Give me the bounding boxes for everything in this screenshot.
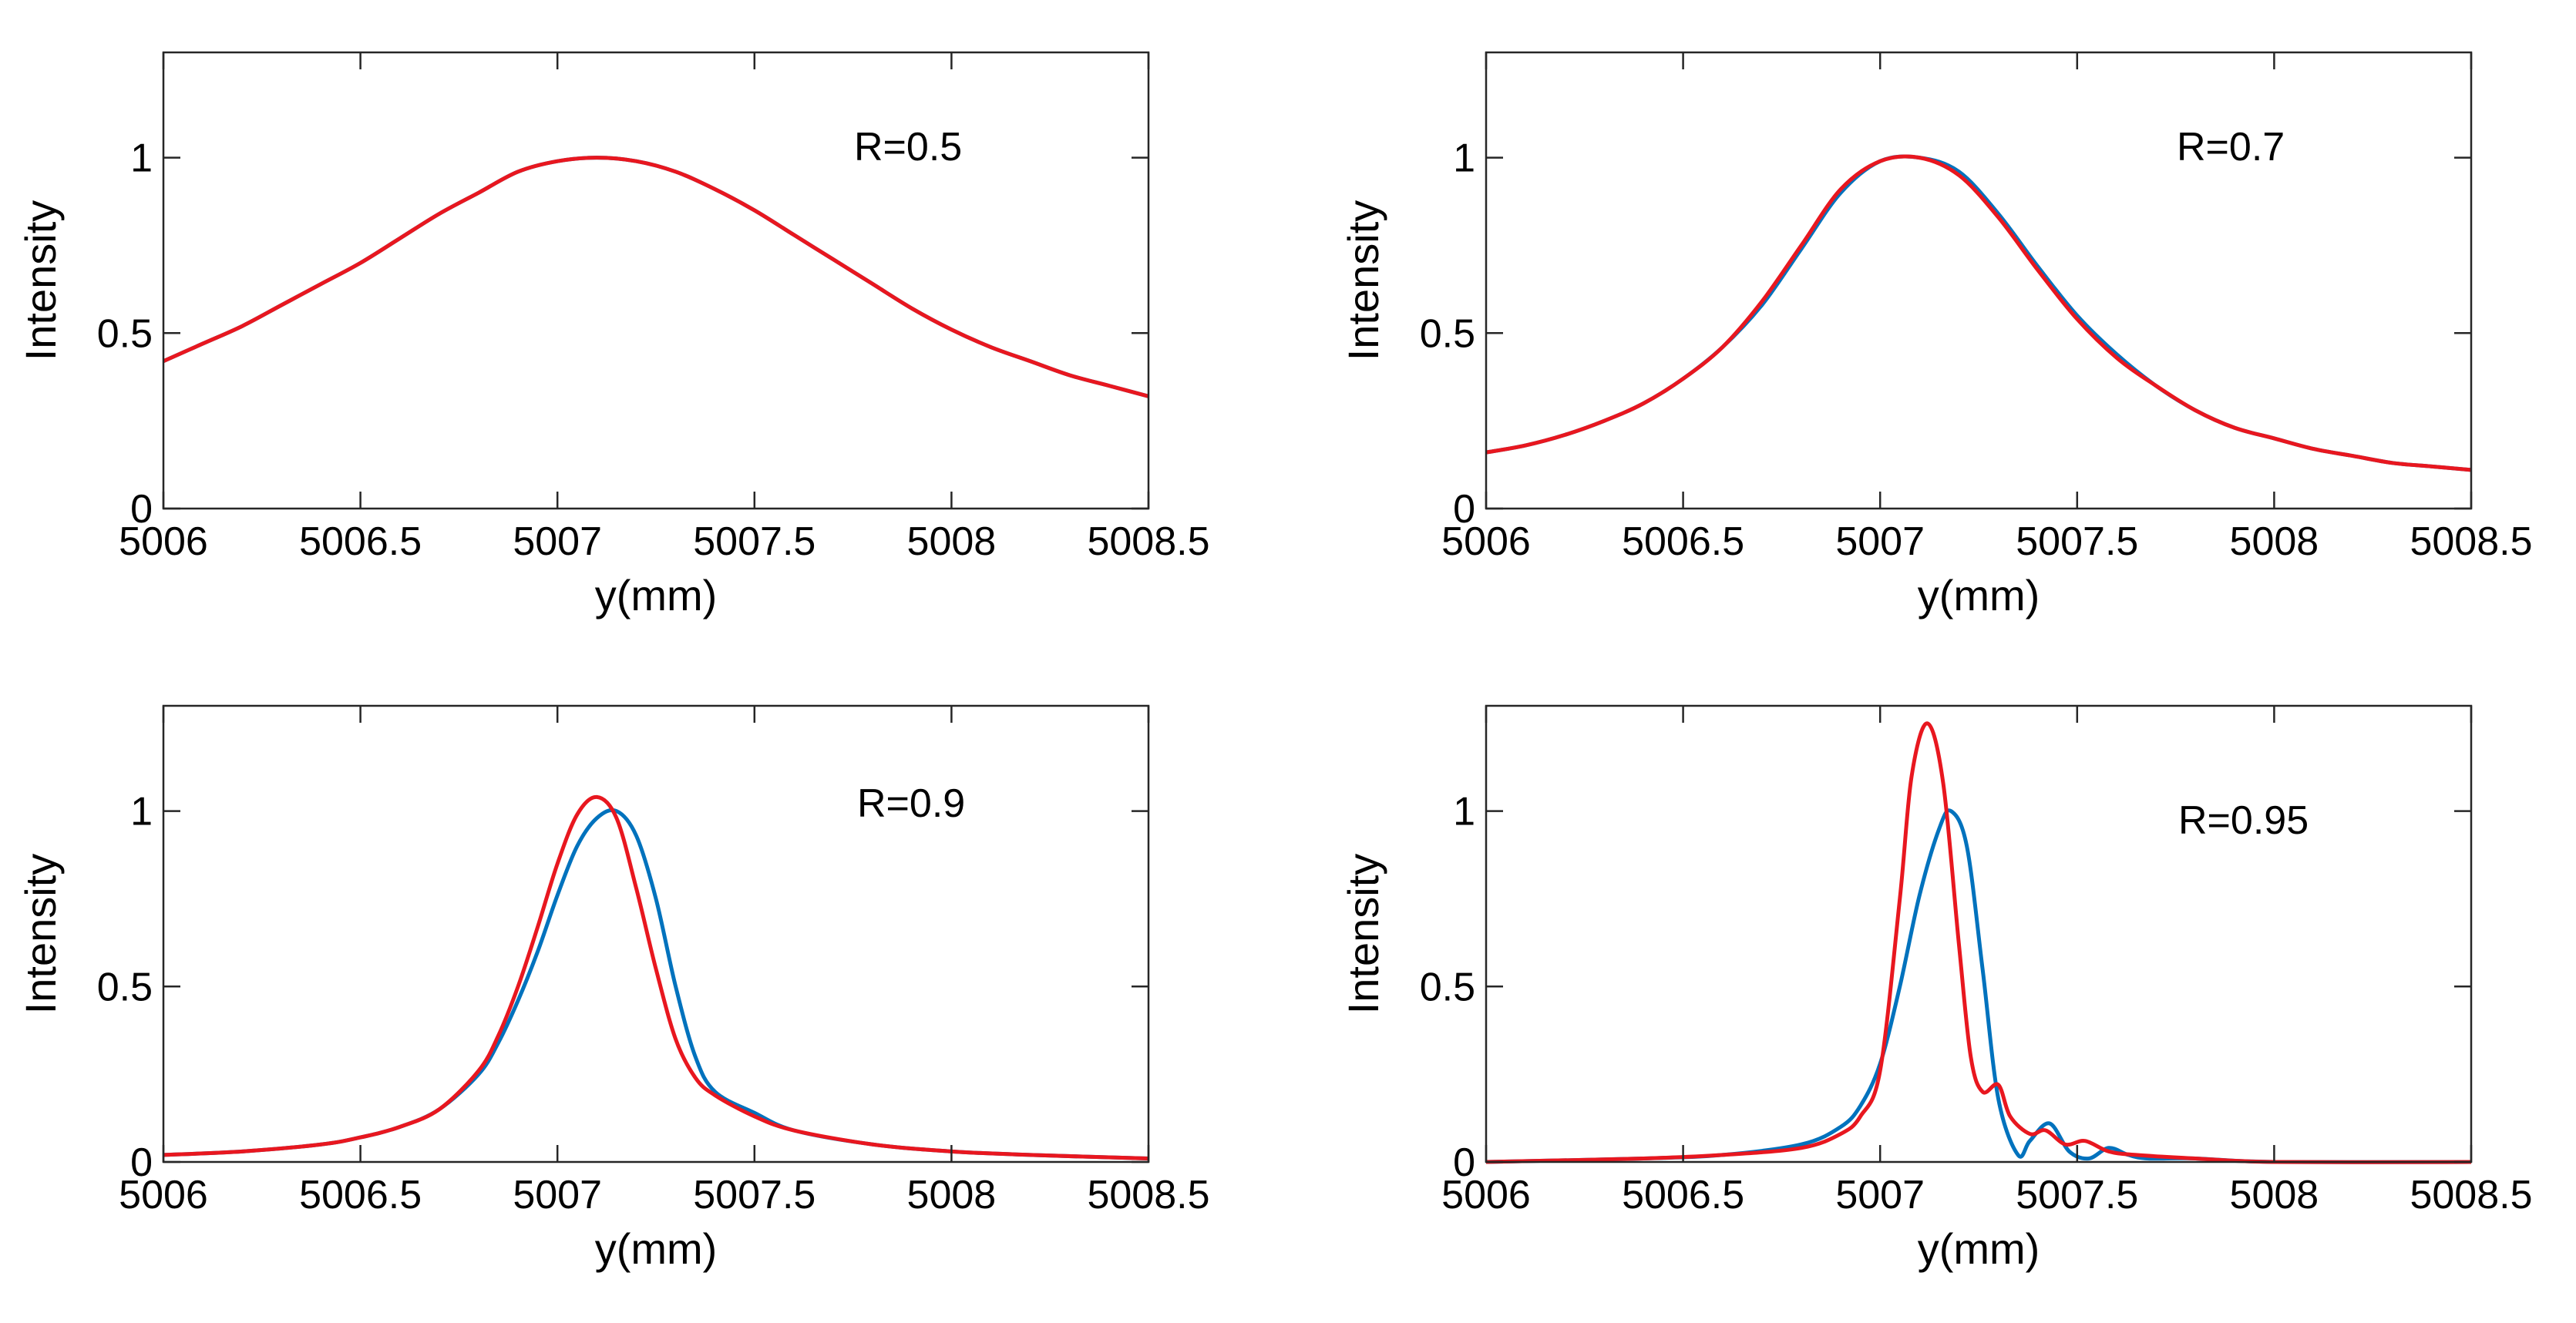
subplot-2: 5006 5006.5 5007 5007.5 5008 5008.5 0 0.5 1 y(mm)… [1339, 51, 2533, 620]
x-tick-label: 5008 [907, 1173, 997, 1217]
x-tick-label: 5007.5 [2016, 519, 2138, 564]
x-tick-label: 5007 [1835, 1173, 1925, 1217]
y-tick-label: 0.5 [97, 965, 153, 1009]
axes-frame [162, 704, 1150, 1164]
x-tick-label: 5008.5 [1087, 1173, 1209, 1217]
x-axis-label: y(mm) [595, 1224, 718, 1273]
y-tick-label: 0 [130, 1140, 153, 1185]
y-axis-label: Intensity [1339, 854, 1387, 1015]
y-axis-label: Intensity [1339, 200, 1387, 361]
y-tick-label: 0.5 [1420, 311, 1475, 356]
series-line-blue [163, 808, 1149, 1160]
x-tick-label: 5007.5 [2016, 1173, 2138, 1217]
y-tick-label: 1 [1453, 790, 1475, 834]
y-axis-label: Intensity [16, 854, 65, 1015]
x-tick-label: 5008.5 [2410, 519, 2532, 564]
x-tick-label: 5006.5 [1622, 519, 1744, 564]
y-tick-label: 1 [130, 136, 153, 181]
x-tick-label: 5006.5 [1622, 1173, 1744, 1217]
x-tick-label: 5007 [1835, 519, 1925, 564]
x-axis-label: y(mm) [595, 571, 718, 620]
x-tick-label: 5008 [2230, 1173, 2319, 1217]
x-axis-label: y(mm) [1918, 571, 2040, 620]
x-tick-label: 5007 [513, 1173, 602, 1217]
series-line-blue [162, 156, 1149, 398]
y-tick-label: 0 [130, 487, 153, 532]
axes-frame [1485, 51, 2473, 510]
x-axis-label: y(mm) [1918, 1224, 2040, 1273]
subplot-3: 5006 5006.5 5007 5007.5 5008 5008.5 0 0.5 1 y(mm)… [16, 704, 1210, 1273]
y-tick-label: 0.5 [1420, 965, 1475, 1009]
x-tick-label: 5007.5 [693, 1173, 816, 1217]
y-tick-label: 0.5 [97, 311, 153, 356]
y-tick-label: 1 [130, 790, 153, 834]
x-tick-label: 5006 [119, 1173, 208, 1217]
x-tick-label: 5006 [119, 519, 208, 564]
r-value-annotation: R=0.95 [2178, 798, 2309, 843]
y-tick-label: 1 [1453, 136, 1475, 181]
x-tick-label: 5006.5 [299, 1173, 422, 1217]
series-line-blue [1485, 808, 2472, 1164]
x-tick-label: 5006 [1441, 519, 1531, 564]
series-line-red [162, 156, 1149, 398]
series-line-red [1485, 721, 2472, 1164]
x-tick-label: 5007 [513, 519, 602, 564]
y-tick-label: 0 [1453, 487, 1475, 532]
x-tick-label: 5008 [907, 519, 997, 564]
y-tick-label: 0 [1453, 1140, 1475, 1185]
x-tick-label: 5008.5 [2410, 1173, 2532, 1217]
x-tick-label: 5007.5 [693, 519, 816, 564]
y-axis-label: Intensity [16, 200, 65, 361]
x-tick-label: 5008 [2230, 519, 2319, 564]
series-line-red [163, 794, 1149, 1160]
subplot-1: 5006 5006.5 5007 5007.5 5008 5008.5 0 0.5 1 y(mm)… [16, 51, 1210, 620]
x-tick-label: 5008.5 [1087, 519, 1209, 564]
series-line-red [1485, 154, 2472, 472]
axes-frame [1485, 704, 2473, 1164]
x-tick-label: 5006 [1441, 1173, 1531, 1217]
r-value-annotation: R=0.7 [2177, 125, 2285, 170]
r-value-annotation: R=0.9 [857, 781, 965, 826]
r-value-annotation: R=0.5 [854, 125, 962, 170]
subplot-4: 5006 5006.5 5007 5007.5 5008 5008.5 0 0.5 1 y(mm)… [1339, 704, 2533, 1273]
axes-frame [162, 51, 1150, 510]
x-tick-label: 5006.5 [299, 519, 422, 564]
series-line-blue [1485, 154, 2472, 472]
